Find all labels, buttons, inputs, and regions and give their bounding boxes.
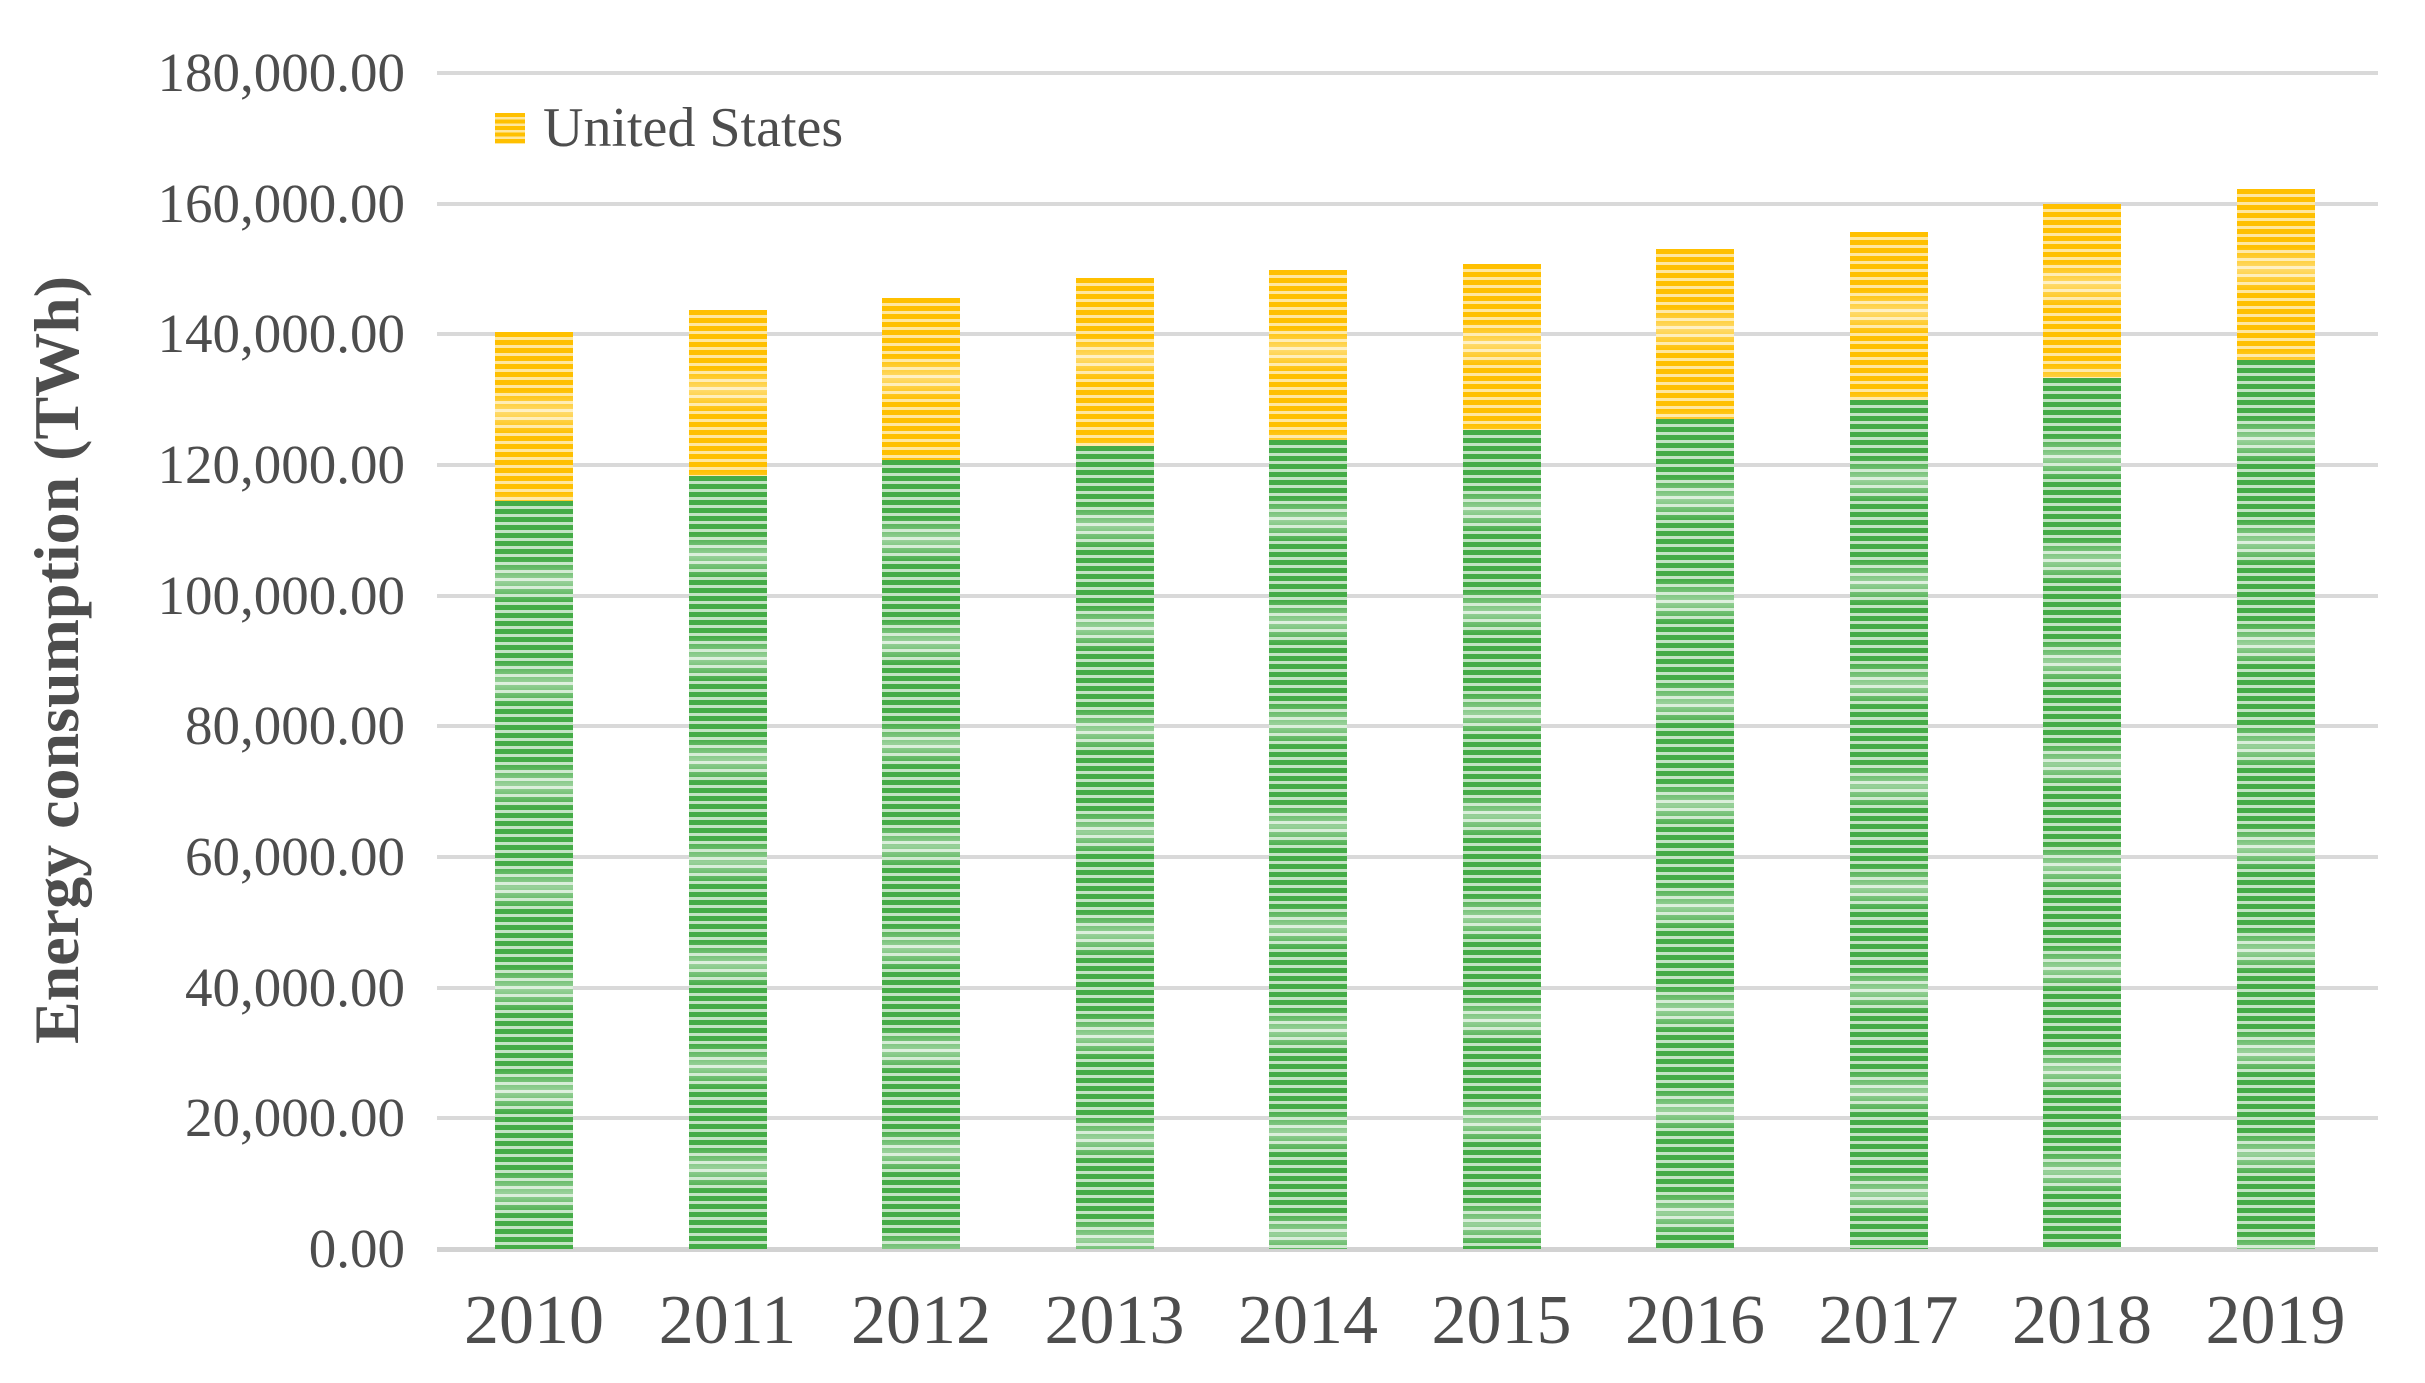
- x-tick-label-2018: 2018: [2012, 1282, 2152, 1359]
- bar-2010-united-states-segment: [495, 332, 573, 501]
- bar-2017-unlabeled-segment: [1849, 400, 1928, 1249]
- bar-2013-united-states-segment: [1075, 278, 1154, 446]
- bar-2015-unlabeled-segment: [1462, 430, 1541, 1249]
- x-tick-label-2019: 2019: [2205, 1282, 2346, 1359]
- y-tick-label: 0.00: [308, 1218, 405, 1279]
- x-tick-label-2017: 2017: [1818, 1282, 1959, 1359]
- bar-2019-unlabeled-segment: [2236, 360, 2315, 1249]
- bar-2016: [1656, 249, 1734, 1249]
- gridline: [437, 724, 2378, 729]
- bar-2013: [1075, 278, 1154, 1249]
- bar-2014: [1269, 270, 1347, 1249]
- bar-2016-unlabeled-segment: [1656, 419, 1734, 1249]
- bar-2018-unlabeled-segment: [2043, 378, 2121, 1249]
- bar-2012-unlabeled-segment: [882, 460, 960, 1249]
- bar-2011: [688, 310, 767, 1249]
- x-tick-label-2016: 2016: [1625, 1282, 1765, 1359]
- bar-2010: [495, 332, 573, 1249]
- gridline: [437, 855, 2378, 859]
- gridline: [437, 593, 2378, 598]
- legend: United States: [495, 96, 843, 160]
- y-tick-label: 100,000.00: [157, 564, 406, 626]
- legend-swatch-united-states: [495, 112, 525, 144]
- bar-2012-united-states-segment: [882, 298, 960, 460]
- y-tick-label: 80,000.00: [185, 695, 405, 757]
- gridline: [437, 332, 2378, 337]
- bar-2011-united-states-segment: [688, 310, 767, 476]
- gridline: [437, 71, 2378, 75]
- bar-2019-united-states-segment: [2236, 189, 2315, 360]
- gridline: [437, 1247, 2378, 1252]
- y-tick-label: 140,000.00: [157, 303, 406, 365]
- x-tick-label-2014: 2014: [1238, 1282, 1378, 1359]
- gridline: [437, 201, 2378, 206]
- y-tick-label: 180,000.00: [157, 42, 406, 103]
- gridline: [437, 1116, 2378, 1121]
- y-axis-title: Energy consumption (TWh): [21, 275, 92, 1045]
- x-tick-label-2010: 2010: [464, 1282, 604, 1359]
- x-tick-label-2011: 2011: [658, 1282, 797, 1359]
- bar-2014-united-states-segment: [1269, 270, 1347, 440]
- legend-label-united-states: United States: [543, 97, 844, 159]
- y-tick-label: 20,000.00: [185, 1087, 405, 1149]
- y-tick-label: 120,000.00: [157, 434, 406, 495]
- bar-2015: [1462, 264, 1541, 1249]
- bar-2017-united-states-segment: [1849, 232, 1928, 400]
- bar-2010-unlabeled-segment: [495, 501, 573, 1249]
- bar-2016-united-states-segment: [1656, 249, 1734, 419]
- x-tick-label-2012: 2012: [851, 1282, 991, 1359]
- gridline: [437, 985, 2378, 990]
- y-tick-label: 160,000.00: [157, 172, 406, 234]
- bar-2019: [2236, 189, 2315, 1249]
- bar-2018-united-states-segment: [2043, 204, 2121, 378]
- x-tick-label-2015: 2015: [1431, 1282, 1572, 1359]
- gridline: [437, 463, 2378, 467]
- y-tick-label: 60,000.00: [185, 826, 405, 887]
- bar-2015-united-states-segment: [1462, 264, 1541, 430]
- bar-2013-unlabeled-segment: [1075, 446, 1154, 1249]
- bar-2011-unlabeled-segment: [688, 476, 767, 1249]
- bar-2012: [882, 298, 960, 1249]
- bar-2014-unlabeled-segment: [1269, 440, 1347, 1249]
- bar-2018: [2043, 204, 2121, 1249]
- bar-2017: [1849, 232, 1928, 1249]
- y-tick-label: 40,000.00: [185, 956, 405, 1018]
- x-tick-label-2013: 2013: [1044, 1282, 1185, 1359]
